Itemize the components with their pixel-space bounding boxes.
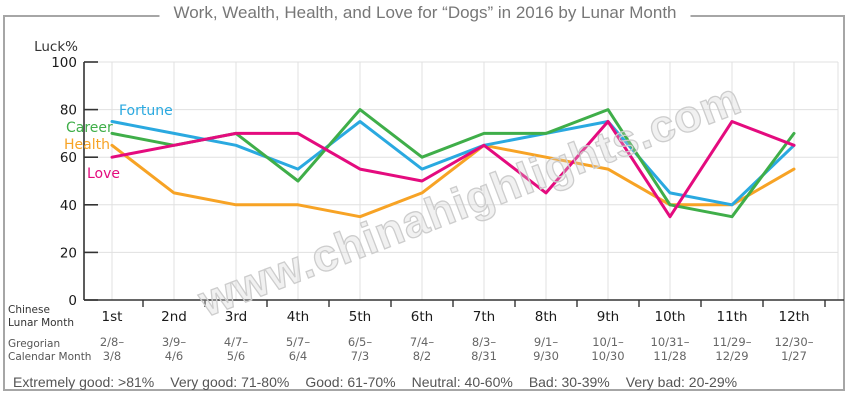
gregorian-label-line2: 8/2 <box>413 349 432 363</box>
lunar-axis-label-line1: Chinese <box>8 304 50 316</box>
month-label: 11th <box>716 309 747 325</box>
gregorian-label-line1: 2/8– <box>100 335 125 349</box>
series-line-fortune <box>110 120 796 207</box>
y-tick-label: 100 <box>51 55 77 71</box>
month-label: 10th <box>654 309 685 325</box>
month-label: 12th <box>778 309 809 325</box>
gregorian-label-line1: 10/31– <box>651 335 690 349</box>
gregorian-label-line1: 12/30– <box>775 335 814 349</box>
month-label: 3rd <box>225 309 247 325</box>
gregorian-label-line1: 3/9– <box>162 335 187 349</box>
gregorian-label-line2: 3/8 <box>103 349 122 363</box>
series-label-career: Career <box>66 120 113 136</box>
y-tick-label: 20 <box>60 245 77 261</box>
y-tick-label: 0 <box>68 293 77 309</box>
month-label: 6th <box>411 309 433 325</box>
month-label: 4th <box>287 309 309 325</box>
series-label-love: Love <box>87 166 121 182</box>
gregorian-axis-label: Gregorian Calendar Month <box>8 338 91 363</box>
y-axis-title: Luck% <box>34 39 78 55</box>
chart-title: Work, Wealth, Health, and Love for “Dogs… <box>159 3 691 23</box>
gregorian-label-line1: 9/1– <box>534 335 559 349</box>
gregorian-label-line2: 5/6 <box>227 349 246 363</box>
y-tick-label: 80 <box>60 103 77 119</box>
gregorian-label-line2: 9/30 <box>533 349 559 363</box>
series-line-love <box>110 120 796 219</box>
legend-bad: Bad: 30-39% <box>528 374 610 390</box>
legend-neutral: Neutral: 40-60% <box>411 374 513 390</box>
gregorian-axis-label-line1: Gregorian <box>8 338 61 350</box>
gregorian-label-line2: 4/6 <box>165 349 184 363</box>
gregorian-label-line1: 11/29– <box>713 335 752 349</box>
gregorian-axis-label-line2: Calendar Month <box>8 350 92 363</box>
month-label: 2nd <box>161 309 187 325</box>
gregorian-label-line2: 1/27 <box>781 349 807 363</box>
month-label: 9th <box>597 309 619 325</box>
gregorian-label-line2: 12/29 <box>715 349 748 363</box>
gregorian-label-line1: 8/3– <box>472 335 497 349</box>
gregorian-label-line1: 7/4– <box>410 335 435 349</box>
y-tick-label: 40 <box>60 198 77 214</box>
gregorian-label-line1: 5/7– <box>286 335 311 349</box>
gregorian-label-line2: 6/4 <box>289 349 308 363</box>
lunar-axis-label-line2: Lunar Month <box>8 316 74 329</box>
gregorian-label-line2: 11/28 <box>653 349 686 363</box>
month-label: 1st <box>102 309 123 325</box>
gregorian-label-line1: 6/5– <box>348 335 373 349</box>
month-label: 8th <box>535 309 557 325</box>
gregorian-label-line1: 10/1– <box>592 335 624 349</box>
rating-legend: Extremely good: >81% Very good: 71-80% G… <box>13 374 737 390</box>
legend-good: Good: 61-70% <box>305 374 396 390</box>
legend-very-bad: Very bad: 20-29% <box>625 374 738 390</box>
legend-very-good: Very good: 71-80% <box>170 374 290 390</box>
lunar-month-axis-label: Chinese Lunar Month <box>8 304 74 329</box>
month-label: 5th <box>349 309 371 325</box>
gregorian-label-line2: 10/30 <box>591 349 624 363</box>
gregorian-label-line2: 7/3 <box>351 349 370 363</box>
series-label-health: Health <box>64 137 110 153</box>
month-label: 7th <box>473 309 495 325</box>
y-tick-label: 60 <box>60 150 77 166</box>
legend-extremely-good: Extremely good: >81% <box>13 374 155 390</box>
series-line-health <box>110 143 796 219</box>
gregorian-label-line1: 4/7– <box>224 335 249 349</box>
series-label-fortune: Fortune <box>119 103 173 119</box>
gregorian-label-line2: 8/31 <box>471 349 497 363</box>
